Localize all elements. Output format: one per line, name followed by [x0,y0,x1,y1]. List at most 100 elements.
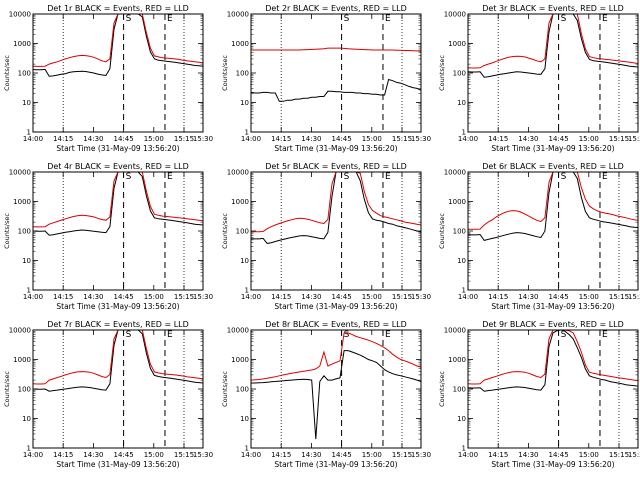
x-tick-label: 15:00 [144,293,164,301]
y-tick-label: 100 [453,70,466,78]
x-tick-label: 15:30 [411,451,431,459]
x-tick-label: 14:45 [331,451,351,459]
detector-panel-1: Det 1r BLACK = Events, RED = LLD Counts/s… [3,4,213,153]
x-tick-label: 14:30 [518,135,538,143]
x-axis-label: Start Time (31-May-09 13:56:20) [274,144,397,153]
series-line-red [251,332,421,381]
y-tick-label: 10000 [227,11,249,19]
detector-panel-4: Det 4r BLACK = Events, RED = LLD Counts/s… [3,162,213,311]
x-tick-label: 14:45 [548,135,568,143]
x-tick-label: 14:30 [83,451,103,459]
series-line-black [251,172,421,244]
x-axis-label: Start Time (31-May-09 13:56:20) [274,302,397,311]
y-tick-label: 10 [240,257,249,265]
series-line-black [251,78,421,102]
end-marker: E [385,172,391,182]
end-marker: E [167,172,173,182]
y-tick-label: 10 [22,257,31,265]
end-marker: E [385,14,391,24]
y-tick-label: 1000 [448,356,466,364]
series-line-red [468,14,638,69]
end-marker: E [167,14,173,24]
detector-panel-2: Det 2r BLACK = Events, RED = LLD Counts/s… [221,4,431,153]
x-tick-label: 15:15 [392,135,412,143]
panel-title: Det 1r BLACK = Events, RED = LLD [47,4,189,13]
series-line-black [468,172,638,241]
x-axis-label: Start Time (31-May-09 13:56:20) [491,302,614,311]
y-axis-label: Counts/sec [3,213,11,249]
y-tick-label: 100 [236,228,249,236]
panel-title: Det 7r BLACK = Events, RED = LLD [47,320,189,329]
x-axis-label: Start Time (31-May-09 13:56:20) [56,302,179,311]
x-tick-label: 14:30 [83,293,103,301]
x-tick-label: 15:15 [392,451,412,459]
x-tick-label: 14:00 [458,451,478,459]
start-marker: S [126,14,132,24]
x-tick-label: 15:15 [609,135,629,143]
x-tick-label: 15:30 [628,451,640,459]
x-tick-label: 15:30 [411,135,431,143]
x-axis-label: Start Time (31-May-09 13:56:20) [491,144,614,153]
x-axis-label: Start Time (31-May-09 13:56:20) [274,460,397,469]
x-tick-label: 15:00 [362,293,382,301]
x-tick-label: 14:00 [23,135,43,143]
x-tick-label: 14:00 [241,135,261,143]
detector-panel-7: Det 7r BLACK = Events, RED = LLD Counts/s… [3,320,213,469]
y-axis-label: Counts/sec [438,213,446,249]
x-tick-label: 14:15 [488,135,508,143]
x-axis-label: Start Time (31-May-09 13:56:20) [491,460,614,469]
plot-frame [467,13,639,133]
plot-frame [32,329,204,449]
panel-title: Det 4r BLACK = Events, RED = LLD [47,162,189,171]
x-tick-label: 15:30 [411,293,431,301]
y-tick-label: 100 [453,386,466,394]
x-tick-label: 15:30 [193,451,213,459]
y-tick-label: 100 [453,228,466,236]
x-tick-label: 15:15 [174,451,194,459]
y-tick-label: 10000 [9,11,31,19]
series-line-red [468,172,638,230]
x-tick-label: 14:15 [271,451,291,459]
start-marker: S [561,330,567,340]
y-tick-label: 1000 [448,40,466,48]
y-tick-label: 100 [236,70,249,78]
y-tick-label: 1 [462,129,466,137]
y-tick-label: 1000 [13,40,31,48]
y-tick-label: 1000 [13,356,31,364]
series-line-black [468,14,638,78]
y-tick-label: 1000 [231,40,249,48]
panel-title: Det 6r BLACK = Events, RED = LLD [482,162,624,171]
x-tick-label: 15:30 [193,293,213,301]
y-tick-label: 1 [27,287,31,295]
panel-title: Det 9r BLACK = Events, RED = LLD [482,320,624,329]
x-tick-label: 15:00 [144,135,164,143]
y-tick-label: 1000 [231,198,249,206]
y-tick-label: 1 [245,287,249,295]
x-axis-label: Start Time (31-May-09 13:56:20) [56,144,179,153]
y-tick-label: 100 [18,386,31,394]
start-marker: S [126,172,132,182]
y-axis-label: Counts/sec [3,371,11,407]
x-tick-label: 15:00 [362,135,382,143]
end-marker: E [602,172,608,182]
y-tick-label: 10000 [444,327,466,335]
x-tick-label: 14:00 [23,293,43,301]
x-tick-label: 14:45 [113,135,133,143]
y-tick-label: 1 [27,129,31,137]
panel-title: Det 2r BLACK = Events, RED = LLD [265,4,407,13]
x-tick-label: 14:15 [271,293,291,301]
y-tick-label: 10 [240,99,249,107]
series-line-black [251,350,421,440]
x-tick-label: 14:30 [518,293,538,301]
y-tick-label: 1000 [231,356,249,364]
series-line-red [251,172,421,233]
x-tick-label: 15:00 [579,135,599,143]
x-tick-label: 14:00 [23,451,43,459]
plot-frame [32,13,204,133]
detector-panel-3: Det 3r BLACK = Events, RED = LLD Counts/s… [438,4,640,153]
x-tick-label: 15:15 [609,451,629,459]
series-line-black [33,172,203,236]
series-line-red [33,172,203,228]
y-tick-label: 10000 [444,11,466,19]
series-line-red [33,14,203,67]
